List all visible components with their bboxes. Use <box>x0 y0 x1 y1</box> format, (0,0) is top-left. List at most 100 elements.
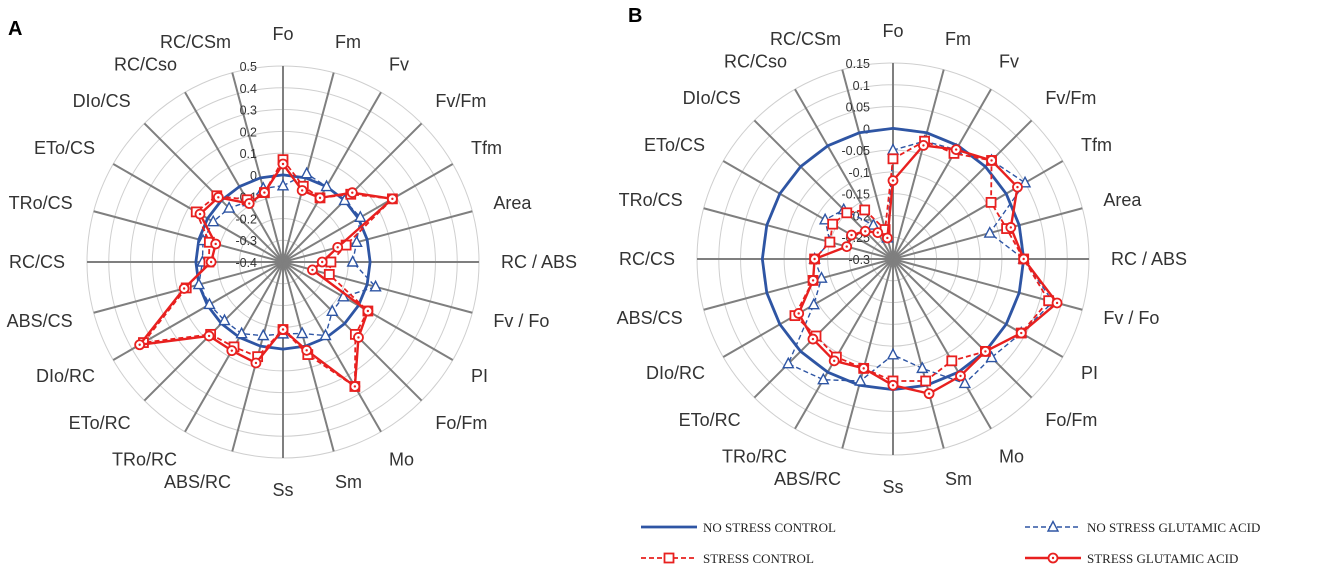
series-b-no-stress-glutamic-acid-point: Area: -0.07 <box>983 226 996 238</box>
spoke <box>93 210 284 263</box>
axis-label-tro-cs: TRo/CS <box>9 193 73 213</box>
axis-label-fv-fo: Fv / Fo <box>1103 308 1159 328</box>
legend-swatch-point: STRESS CONTROL <box>663 552 675 564</box>
series-a-no-stress-glutamic-acid-point: DIo/RC: -0.01 <box>203 297 216 310</box>
radar-chart-b: Fo Fm Fv Fv/Fm Tfm Area RC / ABS Fv / Fo PI Fo/Fm… <box>617 21 1187 497</box>
legend-item-stress-control: STRESS CONTROL STRESS CONTROL <box>641 551 814 566</box>
axis-label-fv-fm: Fv/Fm <box>435 91 486 111</box>
axis-label-fm: Fm <box>945 29 971 49</box>
tick-label: -0.1 <box>848 166 870 180</box>
tick-label: 0.1 <box>853 79 870 93</box>
axis-label-mo: Mo <box>389 449 414 469</box>
spoke <box>722 258 894 358</box>
tick-label: 0 <box>250 169 257 183</box>
axis-label-rc-cs: RC/CS <box>9 252 65 272</box>
axis-label-mo: Mo <box>999 446 1024 466</box>
series-b-stress-control-point: TRo/CS: -0.15 <box>824 236 836 248</box>
axis-label-ss: Ss <box>882 477 903 497</box>
tick-label: -0.3 <box>235 234 257 248</box>
series-a-no-stress-glutamic-acid-point: Fo: -0.05 <box>276 178 290 191</box>
spoke <box>892 119 1033 260</box>
spoke <box>841 258 894 449</box>
spoke <box>892 258 945 449</box>
axis-label-rc-csm: RC/CSm <box>160 32 231 52</box>
spoke <box>753 119 894 260</box>
series-a-no-stress-glutamic-acid-point: DIo/CS: -0.05 <box>222 201 236 213</box>
tick-label: -0.4 <box>235 256 257 270</box>
axis-label-tro-cs: TRo/CS <box>619 190 683 210</box>
spoke <box>282 91 382 263</box>
legend-item-no-stress-control: NO STRESS CONTROL <box>641 520 836 535</box>
axis-label-area: Area <box>1103 190 1142 210</box>
series-b-no-stress-glutamic-acid-point: ETo/RC: 0.04 <box>782 356 795 369</box>
axis-label-abs-rc: ABS/RC <box>774 469 841 489</box>
legend-item-stress-glutamic-acid: STRESS GLUTAMIC ACID STRESS GLUTAMIC ACID <box>1025 551 1238 566</box>
axis-label-eto-rc: ETo/RC <box>679 410 741 430</box>
axis-label-sm: Sm <box>945 469 972 489</box>
axis-label-rc-cs: RC/CS <box>619 249 675 269</box>
axis-label-tfm: Tfm <box>471 138 502 158</box>
spoke <box>892 258 1033 399</box>
series-a-no-stress-glutamic-acid-point: ABS/RC: -0.05 <box>257 328 270 341</box>
tick-label: 0.15 <box>846 57 870 71</box>
series-b-no-stress-glutamic-acid-point: Ss: -0.08 <box>886 347 900 360</box>
series-a-no-stress-glutamic-acid-point: Fv / Fo: 0.04 <box>369 279 382 292</box>
legend-swatch-point: NO STRESS GLUTAMIC ACID <box>1046 519 1060 532</box>
axis-label-eto-cs: ETo/CS <box>644 135 705 155</box>
axis-label-fo-fm: Fo/Fm <box>1045 410 1097 430</box>
axis-label-fv-fm: Fv/Fm <box>1045 88 1096 108</box>
axis-label-dio-rc: DIo/RC <box>646 363 705 383</box>
series-b-stress-control-point: Tfm: -0.04 <box>985 196 997 208</box>
spoke <box>282 210 473 263</box>
series-a-no-stress-glutamic-acid-point: Mo: -0.01 <box>319 328 332 341</box>
legend-label: STRESS CONTROL <box>703 551 814 566</box>
series-b-stress-control-point: Sm: -0.01 <box>920 375 932 387</box>
spoke <box>892 88 992 260</box>
series-a-stress-glutamic-acid: Fo: 0.05Fm: -0.06Fv: -0.06Fv/Fm: 0.05Tfm… <box>134 158 398 392</box>
radar-chart-a: Fo Fm Fv Fv/Fm Tfm Area RC / ABS Fv / Fo PI Fo/Fm… <box>7 24 577 500</box>
axis-label-tro-rc: TRo/RC <box>722 446 787 466</box>
series-a-no-stress-glutamic-acid-point: TRo/RC: -0.02 <box>235 326 248 339</box>
tick-label: 0.1 <box>240 147 257 161</box>
axis-label-tfm: Tfm <box>1081 135 1112 155</box>
axis-label-tro-rc: TRo/RC <box>112 449 177 469</box>
series-b-stress-control-point: RC/Cso: -0.17 <box>859 204 871 216</box>
series-a-no-stress-glutamic-acid-point: Fo/Fm: -0.08 <box>326 304 339 316</box>
series-a-no-stress-glutamic-acid-point: Sm: -0.06 <box>296 326 309 339</box>
spoke <box>282 72 335 263</box>
tick-label: 0.4 <box>240 82 257 96</box>
spoke <box>703 258 894 311</box>
series-b-no-stress-glutamic-acid-point: Mo: 0.03 <box>958 376 972 389</box>
grid-b <box>696 62 1090 456</box>
spoke <box>892 258 1064 358</box>
spoke <box>703 207 894 260</box>
tick-label: 0.5 <box>240 60 257 74</box>
legend: NO STRESS CONTROL NO STRESS GLUTAMIC ACID… <box>641 519 1260 566</box>
grid-a <box>86 65 480 459</box>
spoke <box>892 258 992 430</box>
axis-label-area: Area <box>493 193 532 213</box>
spoke <box>753 258 894 399</box>
axis-label-eto-rc: ETo/RC <box>69 413 131 433</box>
axis-label-dio-cs: DIo/CS <box>73 91 131 111</box>
series-b-no-stress-glutamic-acid-point: RC/Cso: -0.21 <box>867 218 880 230</box>
series-b-stress-control-point: Fo: -0.07 <box>887 153 899 165</box>
axis-label-fo: Fo <box>272 24 293 44</box>
spoke <box>282 163 454 263</box>
spoke <box>184 91 284 263</box>
series-a-no-stress-glutamic-acid-point: RC / ABS: -0.08 <box>346 254 359 267</box>
series-a-no-stress-glutamic-acid-point: Fm: 0.02 <box>300 166 313 179</box>
tick-label: 0.2 <box>240 125 257 139</box>
axis-label-fv: Fv <box>389 55 409 75</box>
axis-label-dio-cs: DIo/CS <box>683 88 741 108</box>
series-b-no-stress-glutamic-acid-point: Fo/Fm: 0.02 <box>985 350 998 363</box>
spoke <box>282 261 382 433</box>
axis-label-fo: Fo <box>882 21 903 41</box>
axis-label-pi: PI <box>471 366 488 386</box>
axis-label-rc-csm: RC/CSm <box>770 29 841 49</box>
tick-label: -0.3 <box>848 253 870 267</box>
axis-label-ss: Ss <box>272 480 293 500</box>
axis-label-abs-rc: ABS/RC <box>164 472 231 492</box>
axis-label-sm: Sm <box>335 472 362 492</box>
axis-label-fm: Fm <box>335 32 361 52</box>
